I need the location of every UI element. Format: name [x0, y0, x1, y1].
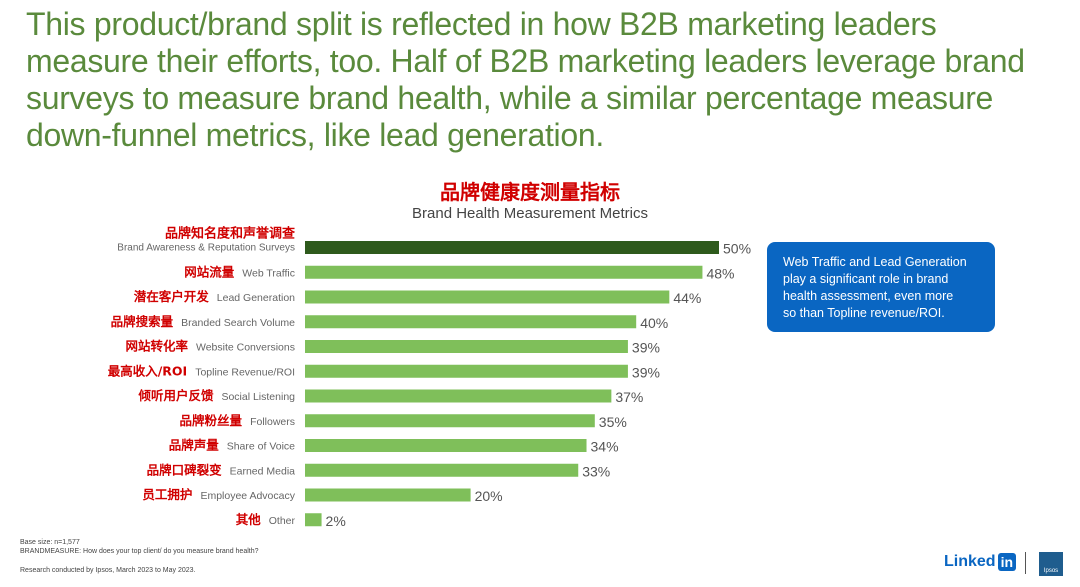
linkedin-logo-text: Linked: [944, 553, 996, 570]
category-label: Employee Advocacy: [200, 490, 295, 502]
bar-value-label: 39%: [632, 364, 660, 380]
bar: [305, 340, 628, 353]
category-label-cn: 倾听用户反馈: [137, 388, 214, 403]
category-label-cn: 最高收入/ROI: [108, 363, 187, 378]
category-label-cn: 潜在客户开发: [134, 289, 210, 304]
category-label: Topline Revenue/ROI: [195, 366, 295, 378]
logo-divider: [1025, 552, 1026, 574]
bar: [305, 364, 628, 378]
category-label-cn: 网站流量: [184, 264, 235, 279]
footnote-question: BRANDMEASURE: How does your top client/ …: [20, 548, 259, 555]
linkedin-logo: Linked in: [944, 553, 1017, 571]
category-label-cn: 品牌搜索量: [111, 314, 174, 329]
bar: [305, 315, 637, 329]
category-label-cn: 其他: [236, 512, 262, 527]
bar: [305, 488, 471, 502]
bar: [305, 439, 587, 452]
category-label: Web Traffic: [242, 267, 295, 279]
category-label: Lead Generation: [217, 292, 295, 304]
bar: [305, 241, 719, 254]
category-label: Share of Voice: [227, 441, 295, 453]
headline: This product/brand split is reflected in…: [26, 6, 1025, 153]
category-label-cn: 品牌声量: [169, 438, 220, 453]
bar: [305, 463, 579, 477]
category-label-cn: 品牌粉丝量: [180, 413, 243, 428]
callout-line: health assessment, even more: [783, 289, 954, 303]
linkedin-logo-box: in: [997, 553, 1017, 571]
bar-value-label: 44%: [673, 290, 701, 306]
category-label: Website Conversions: [196, 342, 295, 354]
ipsos-logo: Ipsos: [1039, 552, 1063, 576]
bar-value-label: 35%: [599, 414, 627, 430]
category-label-cn: 品牌知名度和声誉调查: [165, 226, 296, 242]
category-label-cn: 品牌口碑裂变: [147, 462, 223, 477]
footnote-source: Research conducted by Ipsos, March 2023 …: [20, 567, 196, 574]
bar-value-label: 40%: [640, 315, 668, 331]
chart-title: 品牌健康度测量指标: [440, 180, 620, 204]
category-label: Social Listening: [221, 391, 295, 403]
bar-value-label: 2%: [326, 513, 346, 529]
callout-line: play a significant role in brand: [783, 272, 949, 286]
category-label: Earned Media: [230, 465, 296, 477]
bar-value-label: 50%: [723, 241, 751, 257]
bar-value-label: 39%: [632, 340, 660, 356]
category-label: Branded Search Volume: [181, 317, 295, 329]
category-label-cn: 网站转化率: [125, 339, 188, 354]
bar: [305, 513, 322, 527]
callout-box: Web Traffic and Lead Generation play a s…: [767, 242, 995, 332]
bar: [305, 389, 612, 403]
bar-value-label: 34%: [591, 439, 619, 455]
bar-value-label: 48%: [706, 265, 734, 281]
footnote-base: Base size: n=1,577: [20, 539, 80, 546]
bar: [305, 414, 595, 428]
chart-subtitle: Brand Health Measurement Metrics: [412, 205, 648, 222]
bar-value-label: 33%: [582, 463, 610, 479]
bar-value-label: 20%: [475, 488, 503, 504]
category-label: Followers: [250, 416, 295, 428]
category-label: Other: [269, 515, 296, 527]
category-label: Brand Awareness & Reputation Surveys: [117, 243, 295, 254]
bar: [305, 265, 703, 279]
bar-value-label: 37%: [615, 389, 643, 405]
callout-line: Web Traffic and Lead Generation: [783, 255, 967, 269]
category-label-cn: 员工拥护: [142, 487, 192, 502]
bar: [305, 290, 670, 304]
callout-line: so than Topline revenue/ROI.: [783, 306, 945, 320]
